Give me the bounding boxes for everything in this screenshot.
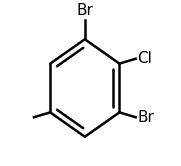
- Text: Br: Br: [137, 110, 154, 125]
- Text: Cl: Cl: [137, 51, 152, 66]
- Text: Br: Br: [76, 3, 93, 18]
